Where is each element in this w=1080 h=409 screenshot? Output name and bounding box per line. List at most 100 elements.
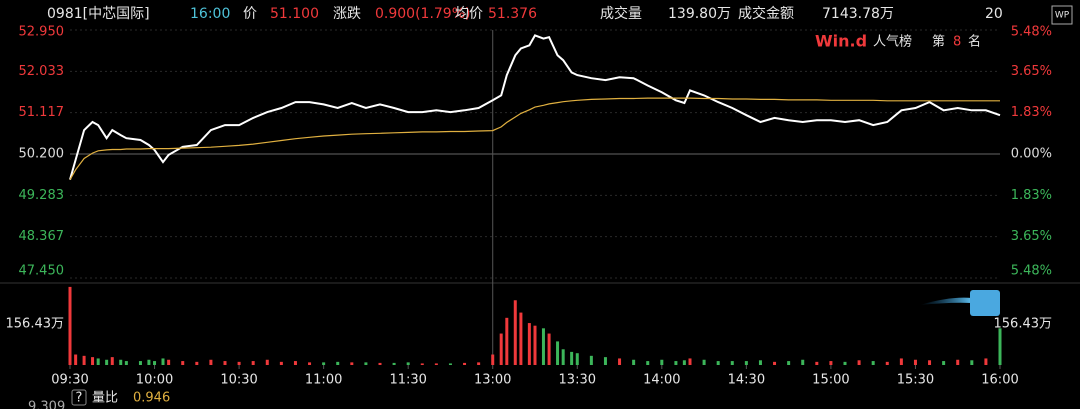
y-tick-label: 47.450 (19, 264, 65, 279)
y2-tick-label: 1.83% (1011, 188, 1052, 203)
y-tick-label: 156.43万 (6, 317, 65, 332)
y-tick-label: 52.033 (19, 64, 65, 79)
volume-bar (688, 358, 692, 365)
volume-bar (124, 361, 128, 365)
badge-box[interactable] (1051, 5, 1073, 25)
volume-bar (513, 300, 517, 365)
count: 20 (985, 6, 1003, 22)
change: 0.900(1.79%) (375, 6, 470, 22)
volume-bar (984, 358, 988, 365)
volume-bar (265, 359, 269, 365)
volume-bar (829, 361, 833, 365)
volume-bar (105, 359, 109, 365)
price: 51.100 (270, 6, 319, 22)
ranking-prefix: 第 (932, 35, 945, 50)
volume-bar (209, 359, 213, 365)
volume-bar (519, 312, 523, 365)
volume-bar (505, 317, 509, 365)
volume-bar (237, 361, 241, 365)
x-tick-label: 11:00 (305, 373, 342, 388)
badge[interactable]: WP (1055, 11, 1070, 21)
ratio: 0.946 (133, 391, 170, 406)
ranking-suffix: 名 (968, 34, 981, 50)
volume-bar (815, 361, 819, 365)
volume-bar (970, 360, 974, 365)
volume-bar (942, 361, 946, 365)
x-tick-label: 15:00 (812, 373, 849, 388)
volume-bar (119, 359, 123, 365)
volume-bar (110, 357, 114, 365)
volume-bar (556, 341, 560, 365)
volume-bar (138, 361, 142, 365)
volume-bar (153, 361, 157, 365)
volume-bar (251, 361, 255, 365)
stock-code: 0981[中芯国际] (47, 6, 150, 22)
volume-bar (527, 323, 531, 365)
volume-bar (68, 286, 72, 365)
volume-bar (801, 359, 805, 365)
y2-tick-label: 5.48% (1011, 25, 1052, 40)
help-box[interactable] (71, 389, 87, 406)
volume-bar (541, 328, 545, 365)
y2-tick-label: 3.65% (1011, 229, 1052, 244)
volume-bar (74, 354, 78, 365)
volume-bar (716, 361, 720, 365)
x-tick-label: 15:30 (897, 373, 934, 388)
change-label: 涨跌 (333, 6, 361, 22)
volume-bar (82, 355, 86, 365)
avg: 51.376 (488, 6, 537, 22)
y-tick-label: 51.117 (19, 105, 65, 120)
volume: 139.80万 (668, 6, 731, 22)
volume-bar (899, 358, 903, 365)
volume-bar (646, 361, 650, 365)
volume-bar (195, 361, 199, 365)
volume-bar (998, 328, 1002, 365)
amount: 7143.78万 (822, 6, 894, 22)
y2-tick-label: 1.83% (1011, 105, 1052, 120)
volume-bar (491, 354, 495, 365)
volume-bar (744, 361, 748, 365)
volume-bar (787, 361, 791, 365)
logo-box[interactable] (970, 290, 1000, 316)
volume-bar (618, 358, 622, 365)
x-tick-label: 13:30 (559, 373, 596, 388)
x-tick-label: 14:30 (728, 373, 765, 388)
help[interactable]: ? (76, 391, 83, 406)
volume-bar (364, 362, 368, 365)
volume-bar (161, 358, 165, 365)
volume-bar (843, 361, 847, 365)
cut-label: 9.309 (28, 400, 65, 409)
volume-bar (589, 355, 593, 365)
y-tick-label: 50.200 (19, 147, 65, 162)
volume-bar (730, 361, 734, 365)
x-tick-label: 10:30 (220, 373, 257, 388)
volume-bar (499, 333, 503, 365)
volume-bar (913, 359, 917, 365)
volume-bar (674, 361, 678, 365)
volume-bar (871, 361, 875, 365)
volume-bar (223, 361, 227, 365)
time: 16:00 (190, 6, 230, 22)
volume-label: 成交量 (600, 5, 642, 22)
volume-bar (603, 357, 607, 365)
volume-bar (928, 360, 932, 365)
volume-bar (570, 351, 574, 365)
volume-bar (434, 363, 438, 365)
price-line (69, 34, 1001, 180)
volume-bar (293, 361, 297, 365)
volume-bar (773, 361, 777, 365)
volume-bar (533, 325, 537, 365)
x-tick-label: 09:30 (51, 373, 88, 388)
y-tick-label: 49.283 (19, 188, 65, 203)
volume-bar (406, 362, 410, 365)
volume-bar (181, 361, 185, 365)
volume-bar (660, 359, 664, 365)
volume-bar (561, 349, 565, 365)
volume-bar (336, 361, 340, 365)
volume-bar (632, 359, 636, 365)
volume-bar (463, 362, 467, 365)
y2-tick-label: 3.65% (1011, 64, 1052, 79)
logo-swoosh (920, 297, 972, 305)
